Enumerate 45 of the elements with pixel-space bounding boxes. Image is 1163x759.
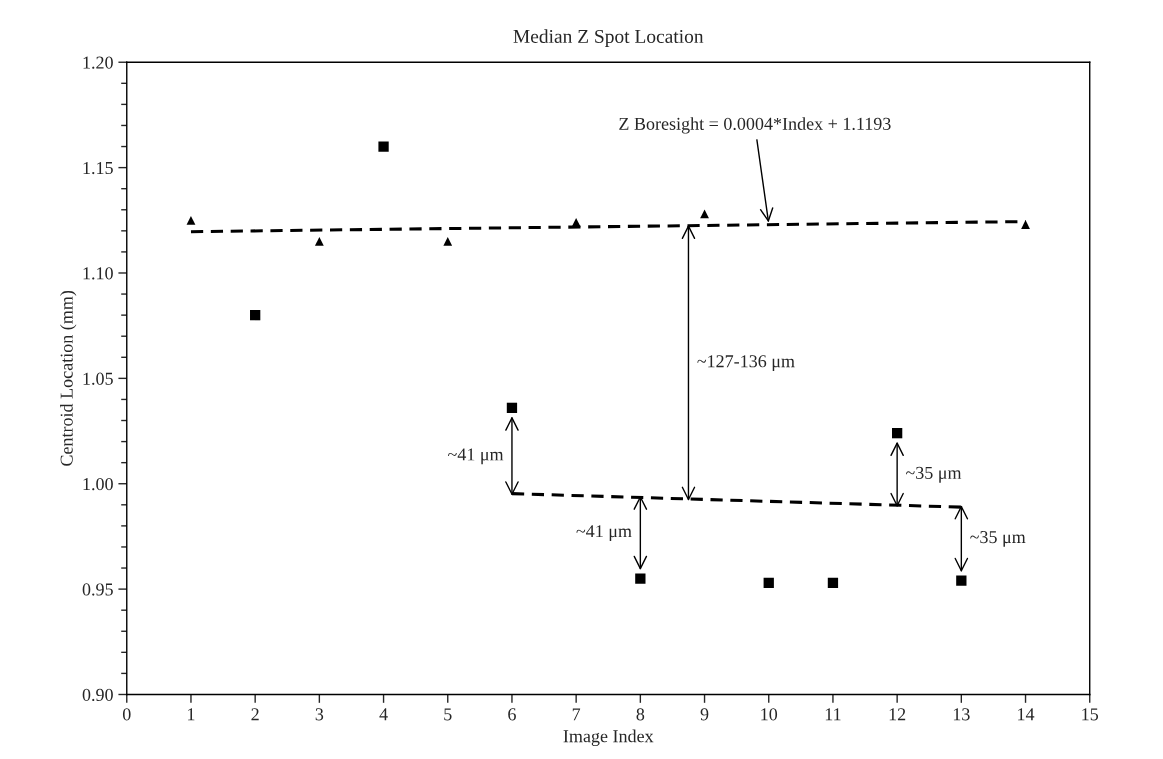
chart-title: Median Z Spot Location [513,29,704,47]
y-tick-label: 0.95 [82,583,113,596]
x-tick-label: 7 [572,708,581,721]
y-tick-label: 1.15 [83,161,113,175]
y-tick-label: 1.00 [83,477,113,491]
y-axis-title: Centroid Location (mm) [60,290,77,466]
point [250,309,261,321]
x-axis-title: Image Index [563,729,654,747]
y-tick-label: 1.10 [83,267,113,280]
y-tick-label: 1.20 [83,56,113,69]
y-tick-label: 0.90 [82,688,113,702]
point [891,428,903,439]
x-tick-label: 4 [379,708,388,721]
point [571,218,581,227]
x-tick-label: 11 [825,708,841,721]
point [314,236,324,246]
point [186,215,196,225]
point [506,402,518,414]
annotation: Z Boresight = 0.0004*Index + 1.1193 [619,117,891,134]
x-tick-label: 10 [761,708,778,721]
point [378,141,389,152]
y-tick-label: 1.05 [83,372,113,385]
point [763,577,774,588]
x-tick-label: 1 [188,708,195,721]
point [956,575,967,586]
annotation: ~35 μm [970,531,1026,547]
x-tick-label: 15 [1082,708,1099,721]
x-tick-label: 3 [315,708,324,721]
x-tick-label: 0 [122,708,131,721]
annotation: ~41 μm [448,448,504,465]
x-tick-label: 2 [251,708,259,721]
annotation: ~127-136 μm [697,355,795,372]
point [635,573,646,584]
point [1021,220,1030,229]
x-tick-label: 13 [953,708,970,721]
annotation: ~41 μm [576,525,632,541]
x-tick-label: 12 [889,708,906,721]
point [827,577,839,588]
x-tick-label: 5 [444,708,452,721]
annotation: ~35 μm [905,466,962,483]
x-tick-label: 9 [700,708,709,721]
x-tick-label: 6 [508,708,516,721]
x-tick-label: 14 [1018,708,1035,721]
x-tick-label: 8 [636,708,645,721]
point [443,236,453,246]
